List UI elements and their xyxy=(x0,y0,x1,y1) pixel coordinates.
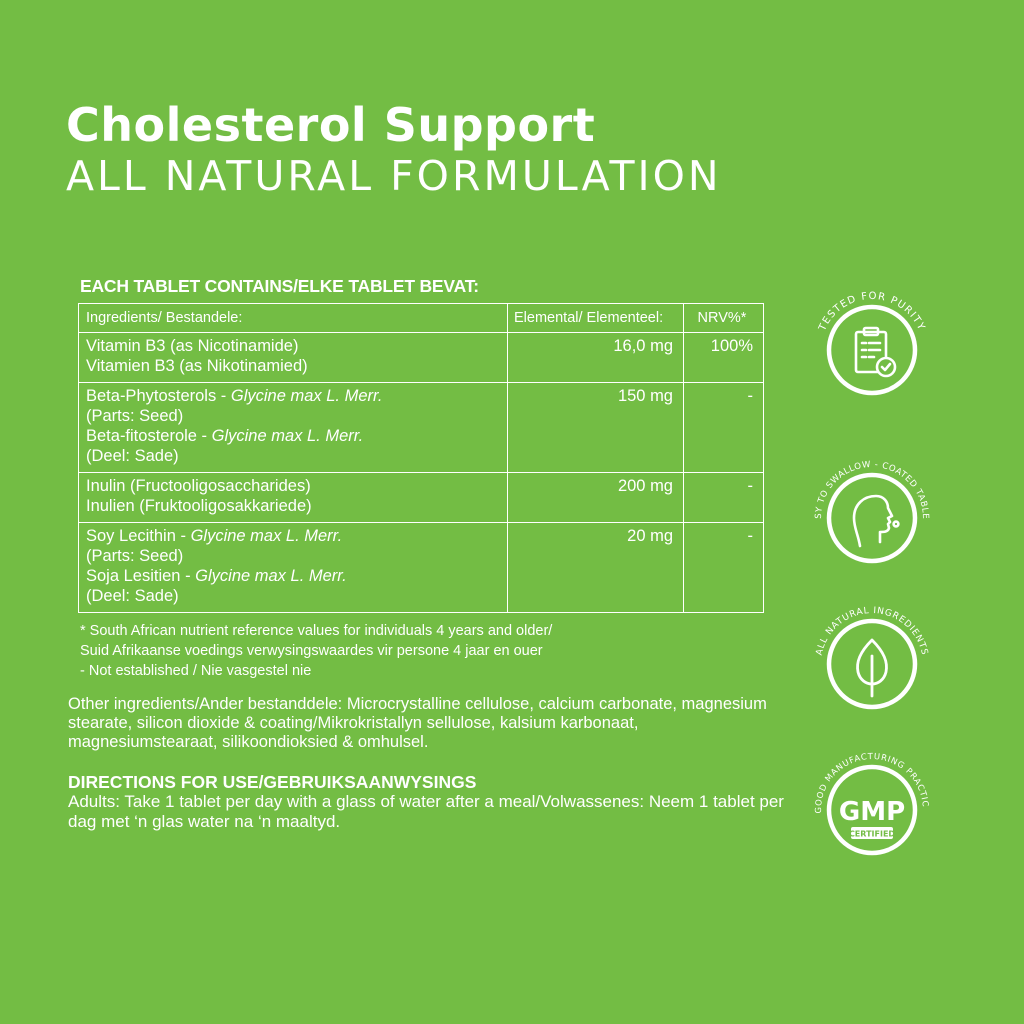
ingredient-parts-af: (Deel: Sade) xyxy=(86,587,179,605)
badge-label: EASY TO SWALLOW - COATED TABLETS xyxy=(804,450,930,519)
table-row: Vitamin B3 (as Nicotinamide) Vitamien B3… xyxy=(78,332,764,383)
face-profile-icon xyxy=(852,494,900,548)
table-row: Beta-Phytosterols - Glycine max L. Merr.… xyxy=(78,382,764,473)
footnote-nrv: * South African nutrient reference value… xyxy=(80,623,553,639)
gmp-certified-icon: GMP CERTIFIED xyxy=(839,797,905,839)
ingredient-common-name: Beta-fitosterole - xyxy=(86,427,212,445)
clipboard-check-icon xyxy=(854,326,897,378)
ingredient-common-name: Soja Lesitien - xyxy=(86,567,196,585)
svg-text:CERTIFIED: CERTIFIED xyxy=(849,830,895,839)
leaf-icon xyxy=(856,638,888,698)
footnote-nrv-af: Suid Afrikaanse voedings verwysingswaard… xyxy=(80,643,543,659)
ingredient-name-af: Beta-fitosterole - Glycine max L. Merr. xyxy=(86,426,501,446)
ingredient-latin-name: Glycine max L. Merr. xyxy=(211,427,364,445)
badge-all-natural: ALL NATURAL INGREDIENTS xyxy=(804,596,940,732)
ingredient-parts-en: (Parts: Seed) xyxy=(86,407,184,425)
table-row: Inulin (Fructooligosaccharides) Inulien … xyxy=(78,472,764,523)
amount-cell: 200 mg xyxy=(507,472,684,523)
nrv-cell: - xyxy=(683,472,764,523)
ingredient-name-en: Vitamin B3 (as Nicotinamide) xyxy=(86,337,299,355)
amount-cell: 20 mg xyxy=(507,522,684,613)
ingredient-cell: Soy Lecithin - Glycine max L. Merr. (Par… xyxy=(78,522,508,613)
column-header-nrv: NRV%* xyxy=(683,303,764,333)
ingredients-panel: EACH TABLET CONTAINS/ELKE TABLET BEVAT: … xyxy=(68,276,784,832)
ingredient-name-en: Soy Lecithin - Glycine max L. Merr. xyxy=(86,526,501,546)
table-header-row: Ingredients/ Bestandele: Elemental/ Elem… xyxy=(78,303,764,333)
ingredient-latin-name: Glycine max L. Merr. xyxy=(190,527,343,545)
footnotes: * South African nutrient reference value… xyxy=(80,621,768,681)
ingredient-common-name: Beta-Phytosterols - xyxy=(86,387,231,405)
nrv-cell: - xyxy=(683,522,764,613)
contains-heading: EACH TABLET CONTAINS/ELKE TABLET BEVAT: xyxy=(80,276,479,296)
ingredient-name-af: Soja Lesitien - Glycine max L. Merr. xyxy=(86,566,501,586)
product-title: Cholesterol Support xyxy=(66,98,596,152)
amount-cell: 150 mg xyxy=(507,382,684,473)
column-header-elemental: Elemental/ Elementeel: xyxy=(507,303,684,333)
ingredient-name-en: Inulin (Fructooligosaccharides) xyxy=(86,477,311,495)
ingredient-latin-name: Glycine max L. Merr. xyxy=(195,567,347,585)
amount-cell: 16,0 mg xyxy=(507,332,684,383)
other-ingredients: Other ingredients/Ander bestanddele: Mic… xyxy=(68,695,767,751)
ingredient-parts-en: (Parts: Seed) xyxy=(86,547,184,565)
ingredient-name-en: Beta-Phytosterols - Glycine max L. Merr. xyxy=(86,386,501,406)
table-row: Soy Lecithin - Glycine max L. Merr. (Par… xyxy=(78,522,764,613)
badge-easy-to-swallow: EASY TO SWALLOW - COATED TABLETS xyxy=(804,450,940,586)
ingredient-latin-name: Glycine max L. Merr. xyxy=(230,387,383,405)
svg-text:GMP: GMP xyxy=(839,797,905,827)
ingredient-cell: Inulin (Fructooligosaccharides) Inulien … xyxy=(78,472,508,523)
ingredient-name-af: Vitamien B3 (as Nikotinamied) xyxy=(86,357,308,375)
ingredient-cell: Beta-Phytosterols - Glycine max L. Merr.… xyxy=(78,382,508,473)
nrv-cell: - xyxy=(683,382,764,473)
ingredient-cell: Vitamin B3 (as Nicotinamide) Vitamien B3… xyxy=(78,332,508,383)
ingredient-name-af: Inulien (Fruktooligosakkariede) xyxy=(86,497,312,515)
directions-heading: DIRECTIONS FOR USE/GEBRUIKSAANWYSINGS xyxy=(68,772,477,792)
badge-tested-for-purity: TESTED FOR PURITY xyxy=(804,282,940,418)
column-header-ingredients: Ingredients/ Bestandele: xyxy=(78,303,508,333)
badge-gmp: GOOD MANUFACTURING PRACTICE GMP CERTIFIE… xyxy=(804,742,940,878)
footnote-not-established: - Not established / Nie vasgestel nie xyxy=(80,663,312,679)
ingredient-common-name: Soy Lecithin - xyxy=(86,527,191,545)
directions-text: Adults: Take 1 tablet per day with a gla… xyxy=(68,792,784,831)
ingredient-parts-af: (Deel: Sade) xyxy=(86,447,179,465)
ingredients-table: Ingredients/ Bestandele: Elemental/ Elem… xyxy=(78,303,764,613)
product-subtitle: ALL NATURAL FORMULATION xyxy=(66,152,722,200)
nrv-cell: 100% xyxy=(683,332,764,383)
